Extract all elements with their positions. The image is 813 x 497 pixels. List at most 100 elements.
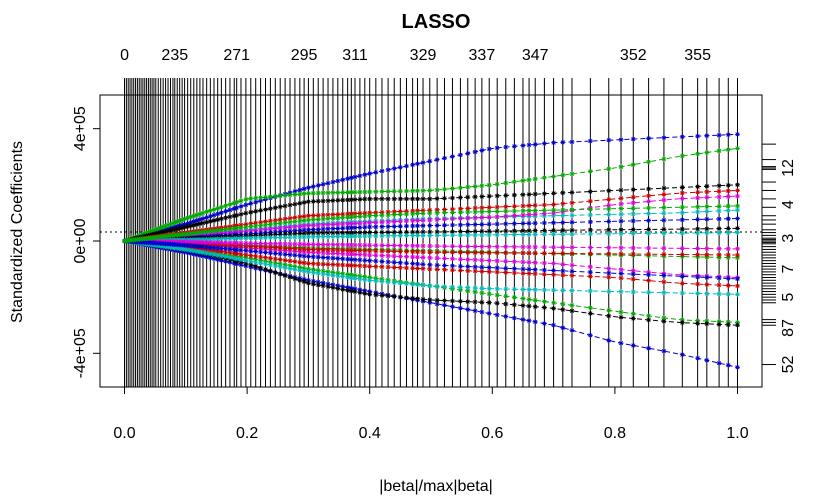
coefficient-point [215,248,221,254]
coefficient-point [320,242,326,248]
coefficient-point [526,231,532,237]
coefficient-point [725,283,731,289]
coefficient-point [391,264,397,270]
coefficient-point [179,217,185,223]
coefficient-point [560,231,566,237]
coefficient-point [367,258,373,264]
coefficient-point [427,232,433,238]
coefficient-point [494,232,500,238]
coefficient-point [263,219,268,225]
coefficient-point [679,184,685,190]
coefficient-point [618,206,624,212]
coefficient-point [494,181,500,187]
coefficient-point [155,226,161,232]
coefficient-point [441,229,447,235]
coefficient-point [258,235,264,241]
coefficient-point [472,232,478,238]
coefficient-point [541,260,547,266]
coefficient-point [618,314,624,320]
coefficient-point [243,228,249,234]
coefficient-point [734,203,740,209]
coefficient-point [520,303,526,309]
coefficient-point [340,177,346,183]
coefficient-point [734,255,740,261]
coefficient-point [449,249,455,255]
coefficient-point [420,254,426,260]
coefficient-point [465,229,471,235]
coefficient-point [587,198,593,204]
coefficient-point [335,247,341,253]
coefficient-point [348,242,354,248]
coefficient-point [335,190,341,196]
coefficient-point [434,196,440,202]
coefficient-point [704,291,710,297]
coefficient-point [569,273,575,279]
coefficient-point [330,242,336,248]
coefficient-point [661,191,667,197]
coefficient-point [587,288,593,294]
coefficient-point [325,255,331,261]
coefficient-point [606,251,612,257]
coefficient-point [367,171,373,177]
coefficient-point [618,245,624,251]
coefficient-point [197,211,203,217]
coefficient-point [335,230,341,236]
coefficient-point [191,230,197,236]
coefficient-point [211,236,217,242]
coefficient-point [679,317,685,323]
coefficient-point [200,236,206,242]
coefficient-point [292,192,298,198]
coefficient-point [238,251,244,257]
coefficient-point [646,317,652,323]
coefficient-point [301,191,307,197]
coefficient-point [695,274,701,280]
coefficient-point [441,210,447,216]
coefficient-point [415,208,421,214]
coefficient-point [520,228,526,234]
coefficient-point [200,244,206,250]
coefficient-point [646,205,652,211]
coefficient-point [352,257,358,263]
coefficient-point [679,230,685,236]
right-axis-label: 4 [780,200,797,209]
coefficient-point [277,245,283,251]
coefficient-point [315,261,321,267]
coefficient-point [340,225,346,231]
coefficient-point [403,196,409,202]
coefficient-point [282,220,288,226]
coefficient-point [479,194,485,200]
coefficient-point [420,229,426,235]
coefficient-point [661,348,667,354]
coefficient-point [587,269,593,275]
coefficient-point [357,252,363,258]
coefficient-point [367,291,373,297]
coefficient-point [391,229,397,235]
top-axis-label: 355 [684,47,711,64]
coefficient-point [415,211,421,217]
coefficient-point [248,243,254,249]
coefficient-point [704,133,710,139]
coefficient-point [340,284,346,290]
coefficient-point [479,290,485,296]
coefficient-point [391,233,397,239]
coefficient-point [541,250,547,256]
coefficient-point [704,150,710,156]
coefficient-point [661,217,667,223]
coefficient-point [606,274,612,280]
coefficient-point [272,270,278,276]
coefficient-point [315,230,321,236]
coefficient-point [238,235,244,241]
coefficient-point [725,322,731,328]
coefficient-point [352,230,358,236]
coefficient-point [397,233,403,239]
coefficient-point [661,245,667,251]
coefficient-point [479,183,485,189]
coefficient-point [348,256,354,262]
coefficient-point [449,154,455,160]
coefficient-point [197,252,203,258]
coefficient-point [479,309,485,315]
coefficient-point [457,195,463,201]
coefficient-point [457,232,463,238]
coefficient-point [618,137,624,143]
coefficient-point [340,286,346,292]
